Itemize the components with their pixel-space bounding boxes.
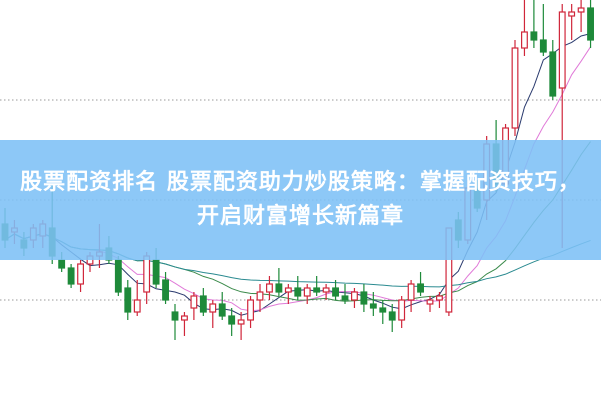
candle-down xyxy=(379,307,387,313)
candle-down xyxy=(152,259,160,285)
candle-down xyxy=(171,311,179,321)
candle-down xyxy=(162,279,169,301)
candle-up xyxy=(247,299,254,321)
candle-up xyxy=(568,11,576,17)
title-banner: 股票配资排名 股票配资助力炒股策略：掌握配资技巧，开启财富增长新篇章 xyxy=(0,140,601,260)
candle-up xyxy=(256,291,264,301)
candle-up xyxy=(303,287,311,297)
candle-down xyxy=(360,291,368,305)
candle-up xyxy=(143,255,151,293)
candle-up xyxy=(284,287,292,293)
candle-down xyxy=(67,267,75,285)
candle-up xyxy=(133,299,141,313)
candle-down xyxy=(332,287,339,297)
candle-down xyxy=(228,315,236,325)
candle-up xyxy=(558,11,566,89)
candle-up xyxy=(398,299,406,321)
candle-down xyxy=(124,287,132,313)
candle-down xyxy=(313,287,321,293)
candle-up xyxy=(190,295,198,309)
candle-down xyxy=(388,311,396,321)
candle-up xyxy=(181,315,188,321)
candle-down xyxy=(199,295,207,313)
candle-up xyxy=(209,303,217,313)
candle-down xyxy=(58,259,66,269)
candle-down xyxy=(114,259,122,293)
candle-down xyxy=(218,303,226,317)
candle-down xyxy=(539,39,547,53)
candle-up xyxy=(77,263,84,285)
candle-down xyxy=(369,303,377,309)
candle-up xyxy=(511,47,519,129)
candle-up xyxy=(426,299,434,305)
candle-up xyxy=(322,287,330,293)
candle-up xyxy=(237,319,245,325)
candle-up xyxy=(407,283,415,301)
article-title: 股票配资排名 股票配资助力炒股策略：掌握配资技巧，开启财富增长新篇章 xyxy=(20,170,581,229)
candle-up xyxy=(351,291,358,301)
candle-down xyxy=(530,31,538,41)
candle-down xyxy=(341,295,349,301)
candle-down xyxy=(587,7,594,41)
candle-up xyxy=(436,295,443,301)
candle-down xyxy=(417,283,424,293)
candle-down xyxy=(549,51,557,97)
candle-up xyxy=(521,31,528,49)
candle-down xyxy=(275,283,283,293)
candle-up xyxy=(577,7,585,13)
candle-up xyxy=(266,283,273,293)
candle-down xyxy=(294,287,302,297)
